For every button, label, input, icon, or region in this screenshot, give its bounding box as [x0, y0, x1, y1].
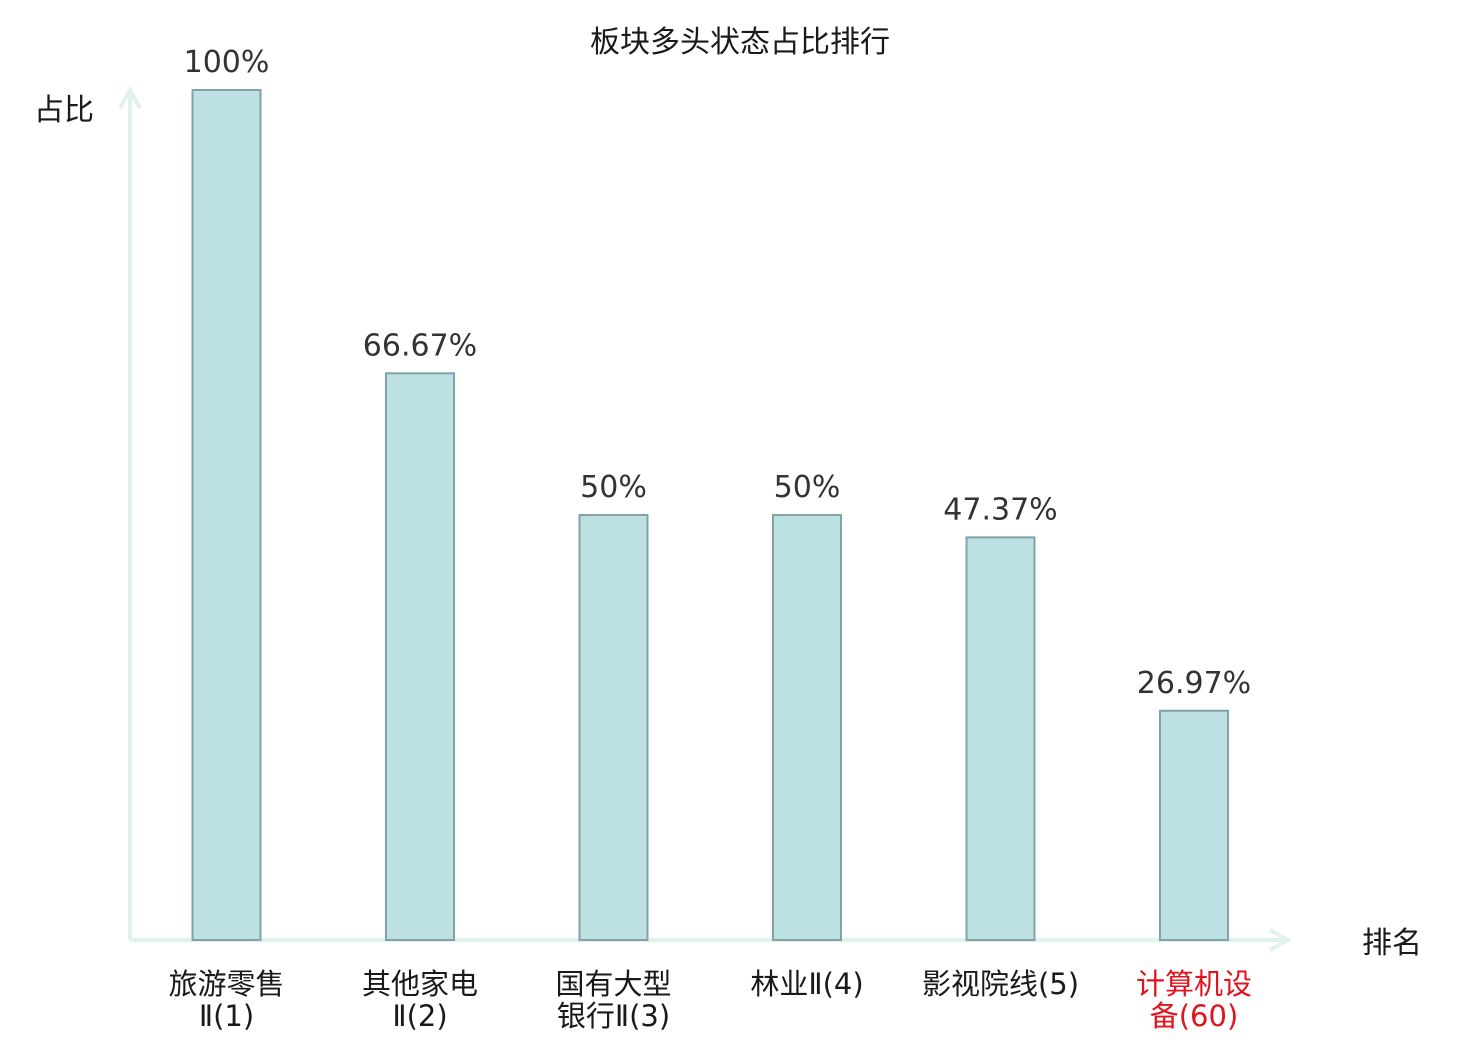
category-label-6: 计算机设备(60)	[1136, 967, 1252, 1033]
category-label-line: 林业Ⅱ(4)	[750, 967, 863, 1001]
value-label-6: 26.97%	[1137, 666, 1251, 701]
y-axis: 占比	[34, 85, 142, 940]
category-label-line: 银行Ⅱ(3)	[557, 999, 670, 1033]
value-label-3: 50%	[580, 470, 647, 505]
bar-3	[578, 514, 649, 941]
bar-4	[772, 514, 842, 941]
category-label-line: 国有大型	[555, 967, 671, 1001]
bar-5	[965, 536, 1036, 941]
x-axis-arrow-icon	[1269, 928, 1293, 952]
value-label-4: 50%	[774, 470, 841, 505]
category-label-line: 其他家电	[362, 967, 478, 1001]
value-label-1: 100%	[184, 45, 270, 80]
value-label-2: 66.67%	[363, 328, 477, 363]
category-label-1: 旅游零售 Ⅱ(1)	[168, 967, 284, 1033]
y-axis-arrow-icon	[118, 85, 142, 109]
bar-6	[1159, 709, 1229, 941]
y-axis-label: 占比	[34, 93, 94, 128]
x-axis-label: 排名	[1362, 926, 1422, 961]
category-label-line: 备(60)	[1150, 999, 1239, 1033]
bar-1	[191, 89, 262, 941]
bar-2	[385, 372, 455, 941]
bars-group	[191, 89, 1229, 941]
category-label-line: 旅游零售	[168, 967, 284, 1001]
category-label-line: 影视院线(5)	[922, 967, 1079, 1001]
category-label-3: 国有大型银行Ⅱ(3)	[555, 967, 671, 1033]
chart-title: 板块多头状态占比排行	[590, 25, 890, 60]
x-axis: 排名	[130, 926, 1422, 961]
category-label-2: 其他家电 Ⅱ(2)	[362, 967, 478, 1033]
category-label-line: Ⅱ(2)	[392, 999, 447, 1033]
category-label-line: 计算机设	[1136, 967, 1252, 1001]
category-label-5: 影视院线(5)	[922, 967, 1079, 1001]
value-label-5: 47.37%	[943, 492, 1057, 527]
category-label-4: 林业Ⅱ(4)	[750, 967, 863, 1001]
category-labels-group: 旅游零售 Ⅱ(1) 其他家电 Ⅱ(2) 国有大型银行Ⅱ(3) 林业Ⅱ(4) 影视院线(5) 计…	[168, 967, 1252, 1033]
value-labels-group: 100% 66.67% 50% 50% 47.37% 26.97%	[184, 45, 1252, 701]
category-label-line: Ⅱ(1)	[199, 999, 254, 1033]
